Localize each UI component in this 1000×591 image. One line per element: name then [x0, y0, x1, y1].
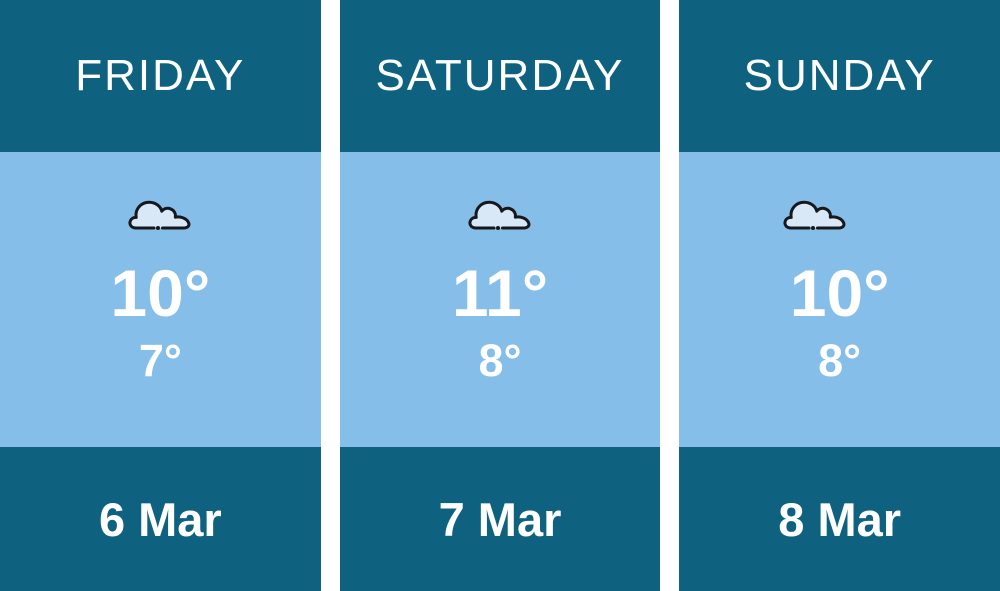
low-temperature: 8° — [818, 335, 862, 386]
card-footer: 8 Mar — [679, 447, 1000, 591]
forecast-card-friday: FRIDAY 10° 7° 6 Mar — [0, 0, 321, 591]
high-temperature: 11° — [451, 256, 549, 330]
card-header: FRIDAY — [0, 0, 321, 152]
low-temperature: 8° — [478, 335, 522, 386]
day-label: SATURDAY — [375, 51, 625, 100]
card-footer: 7 Mar — [339, 447, 661, 591]
card-footer: 6 Mar — [0, 447, 321, 591]
high-temperature: 10° — [789, 256, 890, 330]
day-label: SUNDAY — [743, 51, 936, 100]
date-label: 6 Mar — [98, 492, 222, 546]
card-header: SUNDAY — [679, 0, 1000, 152]
cloud-icon — [468, 198, 532, 232]
high-temperature: 10° — [110, 256, 211, 330]
card-body: 11° 8° — [339, 152, 661, 447]
date-label: 8 Mar — [778, 492, 902, 546]
card-header: SATURDAY — [339, 0, 661, 152]
day-label: FRIDAY — [75, 51, 246, 100]
forecast-card-sunday: SUNDAY 10° 8° 8 Mar — [679, 0, 1000, 591]
date-label: 7 Mar — [438, 492, 562, 546]
card-body: 10° 8° — [679, 152, 1000, 447]
cloud-icon — [783, 198, 847, 232]
card-body: 10° 7° — [0, 152, 321, 447]
forecast-card-saturday: SATURDAY 11° 8° 7 Mar — [339, 0, 661, 591]
cloud-icon — [128, 198, 192, 232]
low-temperature: 7° — [138, 335, 182, 386]
